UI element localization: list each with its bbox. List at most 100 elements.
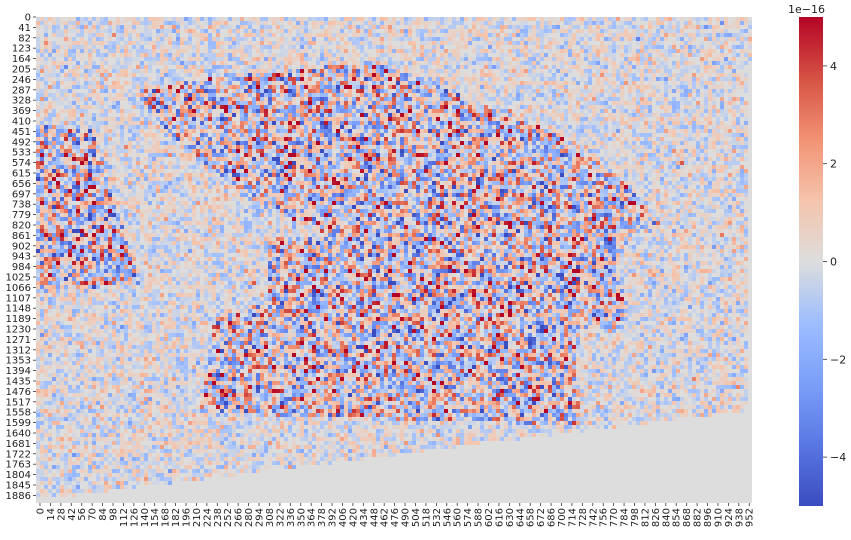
heatmap-cell [424, 97, 428, 101]
heatmap-cell [208, 105, 212, 109]
heatmap-cell [236, 97, 240, 101]
heatmap-cell [256, 145, 260, 149]
heatmap-cell [580, 145, 584, 149]
heatmap-cell [292, 117, 296, 121]
heatmap-cell [336, 101, 340, 105]
heatmap-cell [344, 113, 348, 117]
heatmap-cell [536, 21, 540, 25]
heatmap-cell [428, 29, 432, 33]
heatmap-cell [456, 73, 460, 77]
heatmap-cell [708, 69, 712, 73]
heatmap-cell [288, 121, 292, 125]
heatmap-cell [168, 29, 172, 33]
heatmap-cell [136, 37, 140, 41]
heatmap-cell [136, 25, 140, 29]
heatmap-cell [376, 25, 380, 29]
heatmap-cell [608, 33, 612, 37]
heatmap-cell [204, 77, 208, 81]
heatmap-cell [84, 61, 88, 65]
heatmap-cell [484, 97, 488, 101]
heatmap-cell [208, 45, 212, 49]
heatmap-cell [740, 21, 744, 25]
heatmap-cell [596, 81, 600, 85]
heatmap-cell [408, 41, 412, 45]
heatmap-cell [300, 49, 304, 53]
heatmap-cell [492, 41, 496, 45]
heatmap-cell [616, 37, 620, 41]
heatmap-cell [64, 57, 68, 61]
heatmap-cell [648, 33, 652, 37]
heatmap-cell [188, 33, 192, 37]
heatmap-cell [320, 129, 324, 133]
heatmap-cell [340, 105, 344, 109]
heatmap-cell [588, 97, 592, 101]
heatmap-cell [328, 105, 332, 109]
heatmap-cell [328, 25, 332, 29]
heatmap-cell [508, 53, 512, 57]
heatmap-cell [324, 105, 328, 109]
heatmap-cell [552, 141, 556, 145]
heatmap-cell [340, 45, 344, 49]
heatmap-cell [452, 145, 456, 149]
heatmap-cell [392, 73, 396, 77]
heatmap-cell [560, 113, 564, 117]
heatmap-cell [136, 141, 140, 145]
heatmap-cell [424, 105, 428, 109]
heatmap-cell [380, 133, 384, 137]
heatmap-cell [532, 29, 536, 33]
heatmap-cell [68, 69, 72, 73]
heatmap-cell [296, 105, 300, 109]
heatmap-cell [396, 141, 400, 145]
heatmap-cell [184, 105, 188, 109]
heatmap-cell [576, 129, 580, 133]
heatmap-cell [300, 37, 304, 41]
heatmap-cell [196, 89, 200, 93]
heatmap-cell [492, 125, 496, 129]
heatmap-cell [360, 109, 364, 113]
heatmap-cell [460, 45, 464, 49]
heatmap-cell [320, 117, 324, 121]
heatmap-cell [340, 37, 344, 41]
heatmap-cell [716, 37, 720, 41]
heatmap-cell [488, 85, 492, 89]
heatmap-cell [312, 49, 316, 53]
heatmap-cell [708, 101, 712, 105]
heatmap-cell [188, 97, 192, 101]
heatmap-cell [56, 65, 60, 69]
heatmap-cell [588, 53, 592, 57]
heatmap-cell [328, 85, 332, 89]
heatmap-cell [712, 85, 716, 89]
heatmap-cell [60, 17, 64, 21]
heatmap-cell [672, 61, 676, 65]
heatmap-cell [316, 133, 320, 137]
heatmap-cell [204, 29, 208, 33]
heatmap-cell [500, 61, 504, 65]
heatmap-cell [504, 69, 508, 73]
heatmap-cell [360, 21, 364, 25]
heatmap-cell [432, 129, 436, 133]
heatmap-cell [428, 133, 432, 137]
heatmap-cell [684, 73, 688, 77]
heatmap-cell [100, 77, 104, 81]
heatmap-cell [244, 133, 248, 137]
heatmap-cell [76, 117, 80, 121]
heatmap-cell [516, 85, 520, 89]
heatmap-cell [192, 65, 196, 69]
heatmap-cell [112, 49, 116, 53]
heatmap-cell [404, 105, 408, 109]
heatmap-cell [720, 137, 724, 141]
heatmap-cell [464, 141, 468, 145]
heatmap-cell [48, 49, 52, 53]
heatmap-cell [568, 61, 572, 65]
heatmap-cell [40, 109, 44, 113]
heatmap-cell [492, 85, 496, 89]
heatmap-cell [96, 133, 100, 137]
heatmap-cell [104, 125, 108, 129]
heatmap-cell [712, 49, 716, 53]
heatmap-cell [364, 93, 368, 97]
heatmap-cell [156, 21, 160, 25]
heatmap-cell [500, 73, 504, 77]
heatmap-cell [388, 89, 392, 93]
heatmap-cell [732, 137, 736, 141]
heatmap-cell [336, 41, 340, 45]
